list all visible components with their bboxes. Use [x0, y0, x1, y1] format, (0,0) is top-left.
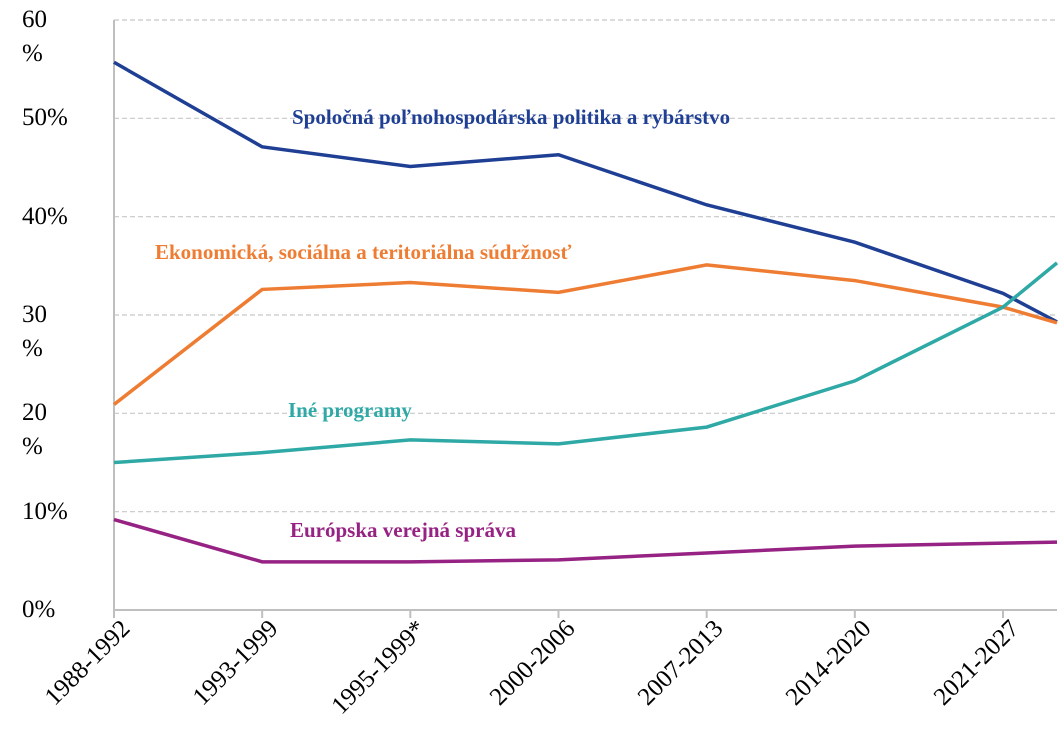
y-tick-label: 40%: [22, 202, 68, 230]
series-line: [113, 261, 1059, 465]
series-line: [113, 517, 1058, 564]
y-tick-label: 10%: [22, 497, 68, 525]
series-label: Európska verejná správa: [290, 518, 516, 542]
series-label: Iné programy: [288, 398, 412, 422]
series-line: [112, 263, 1058, 406]
series-line: [113, 60, 1058, 324]
y-tick-label: 50%: [22, 104, 68, 132]
y-tick-label: 60 %: [22, 6, 47, 67]
y-tick-label: 30 %: [22, 301, 47, 362]
series-label: Ekonomická, sociálna a teritoriálna súdr…: [155, 240, 572, 264]
y-tick-label: 20 %: [22, 399, 47, 461]
series-label: Spoločná poľnohospodárska politika a ryb…: [292, 105, 731, 129]
y-tick-label: 0%: [22, 596, 56, 623]
